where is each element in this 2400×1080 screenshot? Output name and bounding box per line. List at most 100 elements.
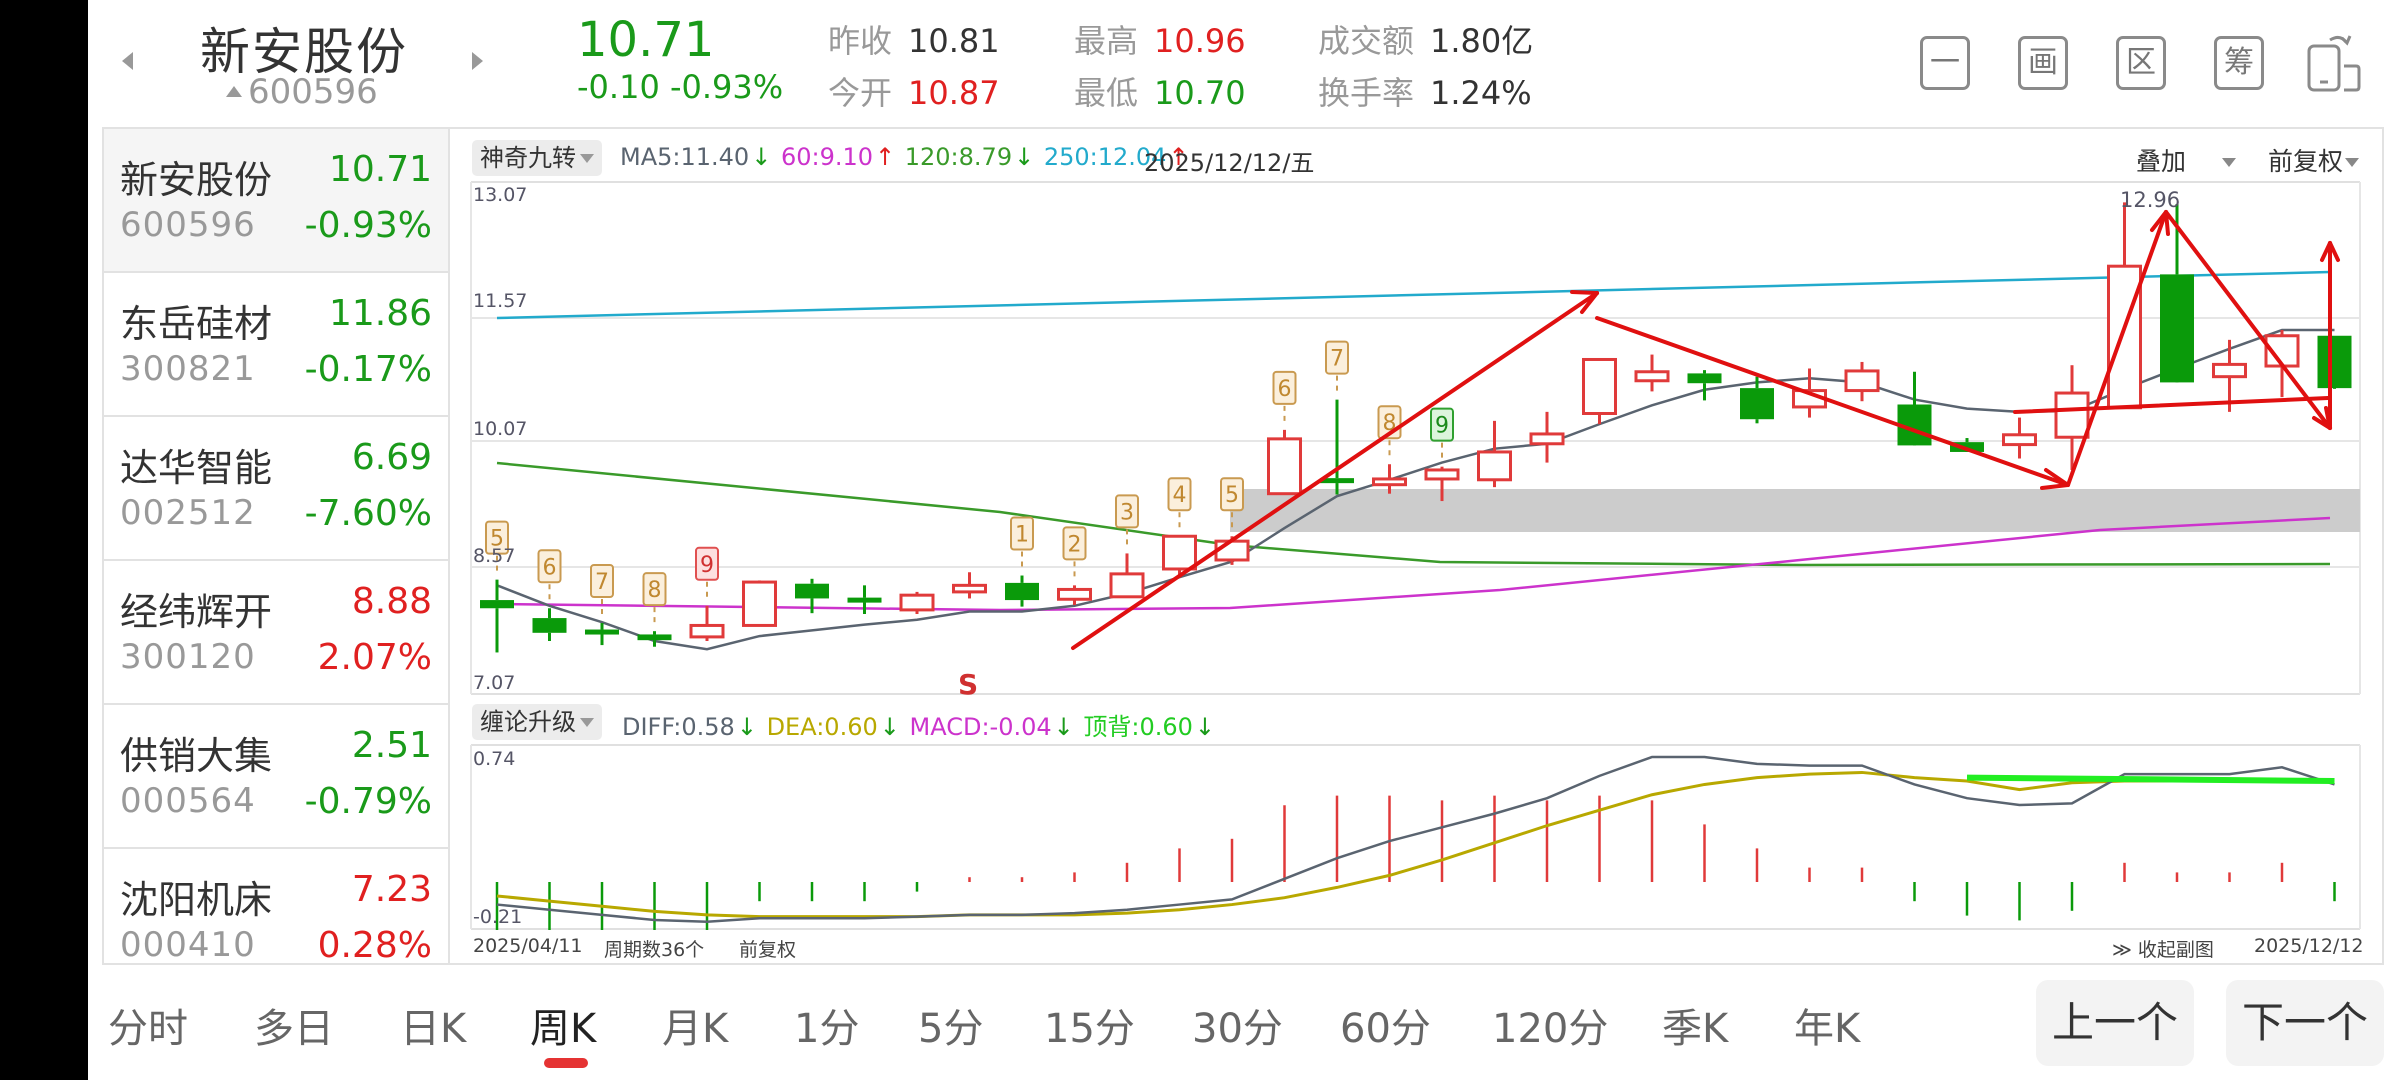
stat-value: 1.24%	[1430, 74, 1532, 112]
svg-text:5: 5	[1225, 483, 1239, 508]
watchlist-pct: 0.28%	[317, 925, 432, 966]
watchlist-item[interactable]: 新安股份 600596 10.71 -0.93%	[104, 129, 448, 273]
ma-legend: MA5:11.40↓ 60:9.10↑ 120:8.79↓ 250:12.04↑	[620, 143, 1191, 171]
tab-7[interactable]: 15分	[1044, 1006, 1135, 1052]
next-button[interactable]: 下一个	[2226, 980, 2384, 1066]
stat-high: 最高 10.96	[1074, 16, 1246, 62]
ma60-label: 60:9.10	[780, 143, 873, 171]
arrow-down-icon: ↓	[1014, 143, 1035, 171]
rotate-screen-icon[interactable]	[2306, 32, 2362, 94]
y-axis-label: 10.07	[473, 418, 528, 440]
high-price-label: 12.96	[2120, 188, 2181, 212]
macd-y-top: 0.74	[473, 748, 516, 770]
stat-turnover-amount: 成交额 1.80亿	[1318, 16, 1533, 62]
watchlist-price: 2.51	[351, 725, 432, 766]
single-chart-icon[interactable]: 一	[1920, 36, 1970, 90]
arrow-up-icon: ↑	[875, 143, 896, 171]
previous-stock-arrow-icon[interactable]	[122, 52, 133, 70]
arrow-down-icon: ↓	[1194, 713, 1216, 741]
stat-label: 最高	[1074, 22, 1139, 60]
tab-9[interactable]: 60分	[1340, 1006, 1431, 1052]
main-indicator-select[interactable]: 神奇九转	[472, 140, 602, 176]
range-icon[interactable]: 区	[2116, 36, 2166, 90]
stat-low: 最低 10.70	[1074, 68, 1246, 114]
y-axis-label: 13.07	[473, 184, 528, 206]
adjust-label: 前复权	[2268, 147, 2344, 176]
tab-8[interactable]: 30分	[1192, 1006, 1283, 1052]
end-date: 2025/12/12	[2254, 935, 2364, 957]
watchlist-name: 沈阳机床	[120, 878, 273, 922]
svg-text:9: 9	[700, 553, 714, 578]
tab-4[interactable]: 月K	[662, 1006, 729, 1052]
stat-label: 换手率	[1318, 74, 1415, 112]
ma250-label: 250:12.04	[1043, 143, 1167, 171]
svg-text:2: 2	[1068, 532, 1082, 557]
svg-text:7: 7	[595, 570, 609, 595]
tab-0[interactable]: 分时	[108, 1006, 188, 1052]
watchlist-item[interactable]: 沈阳机床 000410 7.23 0.28%	[104, 849, 448, 966]
top-divergence-label: 顶背:0.60	[1083, 713, 1193, 741]
stat-open: 今开 10.87	[828, 68, 1000, 114]
diff-label: DIFF:0.58	[622, 713, 735, 741]
arrow-down-icon: ↓	[1053, 713, 1074, 741]
overlay-label: 叠加	[2136, 147, 2187, 176]
svg-text:7: 7	[1330, 347, 1344, 372]
ma120-label: 120:8.79	[904, 143, 1013, 171]
indicator-label: 缠论升级	[480, 708, 576, 736]
watchlist-item[interactable]: 达华智能 002512 6.69 -7.60%	[104, 417, 448, 561]
stock-name: 新安股份	[200, 23, 408, 81]
adjust-dropdown[interactable]: 前复权	[2268, 142, 2360, 178]
current-price: 10.71	[577, 12, 715, 68]
svg-text:9: 9	[1435, 414, 1449, 439]
svg-text:4: 4	[1173, 483, 1187, 508]
tab-11[interactable]: 季K	[1662, 1006, 1729, 1052]
watchlist-item[interactable]: 供销大集 000564 2.51 -0.79%	[104, 705, 448, 849]
watchlist-price: 10.71	[328, 149, 432, 190]
watchlist-name: 供销大集	[120, 734, 273, 778]
change-pct: -0.93%	[669, 68, 784, 106]
watchlist-item[interactable]: 东岳硅材 300821 11.86 -0.17%	[104, 273, 448, 417]
tab-3[interactable]: 周K	[530, 1006, 597, 1052]
left-black-bar	[0, 0, 88, 1080]
chevron-down-icon	[580, 718, 594, 727]
stock-code: 600596	[226, 72, 378, 112]
y-axis-label: 11.57	[473, 290, 528, 312]
stat-value: 10.70	[1154, 74, 1246, 112]
arrow-up-icon: ↑	[1168, 143, 1189, 171]
dea-label: DEA:0.60	[766, 713, 878, 741]
sub-indicator-select[interactable]: 缠论升级	[472, 704, 602, 740]
watchlist-item[interactable]: 经纬辉开 300120 8.88 2.07%	[104, 561, 448, 705]
arrow-down-icon: ↓	[879, 713, 900, 741]
watchlist-price: 6.69	[351, 437, 432, 478]
caret-up-icon	[226, 86, 242, 97]
watchlist-pct: -0.17%	[304, 349, 432, 390]
svg-text:1: 1	[1015, 523, 1029, 548]
arrow-down-icon: ↓	[751, 143, 772, 171]
previous-button[interactable]: 上一个	[2036, 980, 2194, 1066]
next-stock-arrow-icon[interactable]	[472, 52, 483, 70]
start-date: 2025/04/11	[473, 935, 583, 957]
watchlist-pct: -0.93%	[304, 205, 432, 246]
watchlist-pct: 2.07%	[317, 637, 432, 678]
svg-text:3: 3	[1120, 500, 1134, 525]
chart-panel	[448, 127, 2384, 965]
stat-turnover-rate: 换手率 1.24%	[1318, 68, 1532, 114]
watchlist-code: 000410	[120, 925, 256, 965]
tab-1[interactable]: 多日	[254, 1006, 334, 1052]
chevron-down-icon	[2345, 158, 2360, 167]
tab-10[interactable]: 120分	[1492, 1006, 1609, 1052]
watchlist-price: 7.23	[351, 869, 432, 910]
draw-icon[interactable]: 画	[2018, 36, 2068, 90]
tab-12[interactable]: 年K	[1794, 1006, 1861, 1052]
chips-icon[interactable]: 筹	[2214, 36, 2264, 90]
tab-5[interactable]: 1分	[794, 1006, 860, 1052]
tab-6[interactable]: 5分	[918, 1006, 984, 1052]
watchlist-pct: -7.60%	[304, 493, 432, 534]
watchlist-code: 000564	[120, 781, 256, 821]
tab-2[interactable]: 日K	[400, 1006, 467, 1052]
svg-text:6: 6	[543, 555, 557, 580]
collapse-subchart-button[interactable]: ≫ 收起副图	[2112, 939, 2214, 961]
watchlist-pct: -0.79%	[304, 781, 432, 822]
overlay-dropdown[interactable]: 叠加	[2136, 142, 2237, 178]
